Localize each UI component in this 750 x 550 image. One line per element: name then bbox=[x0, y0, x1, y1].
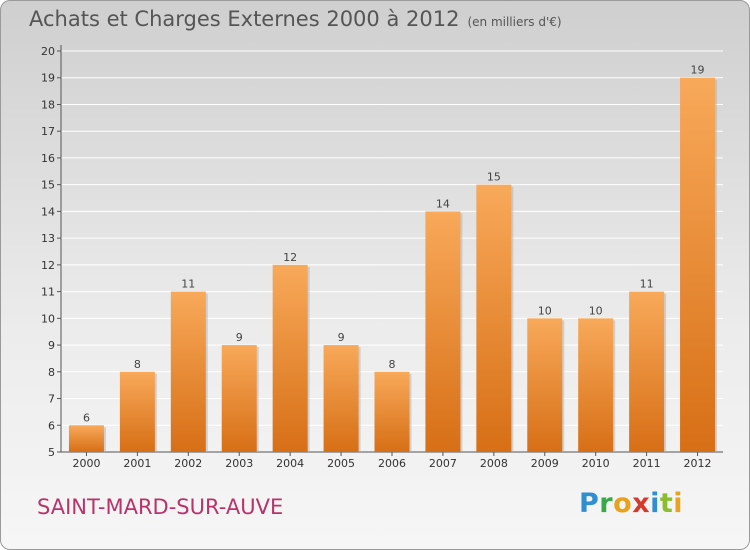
axes: 5 6 7 8 9 10 11 12 13 14 15 16 17 18 19 20 2000 2001 2002 2… bbox=[41, 45, 723, 470]
y-tick-label: 16 bbox=[41, 152, 55, 165]
bar-value-label: 10 bbox=[589, 304, 603, 317]
y-tick-label: 18 bbox=[41, 98, 55, 111]
x-tick-label: 2008 bbox=[480, 457, 508, 470]
bar bbox=[476, 184, 512, 452]
y-tick-label: 7 bbox=[48, 393, 55, 406]
bar-value-label: 10 bbox=[538, 304, 552, 317]
x-tick-label: 2001 bbox=[123, 457, 151, 470]
x-tick-label: 2005 bbox=[327, 457, 355, 470]
x-tick-label: 2012 bbox=[684, 457, 712, 470]
bar-value-label: 8 bbox=[389, 358, 396, 371]
x-tick-label: 2004 bbox=[276, 457, 304, 470]
bar-value-label: 9 bbox=[338, 331, 345, 344]
x-tick-label: 2007 bbox=[429, 457, 457, 470]
y-tick-label: 11 bbox=[41, 286, 55, 299]
logo-letter: r bbox=[599, 488, 614, 519]
y-tick-label: 5 bbox=[48, 446, 55, 459]
bar bbox=[68, 425, 104, 452]
bar bbox=[629, 291, 665, 452]
bar bbox=[323, 345, 359, 452]
bar bbox=[425, 211, 461, 452]
bar bbox=[680, 77, 716, 452]
y-tick-label: 12 bbox=[41, 259, 55, 272]
y-tick-label: 6 bbox=[48, 419, 55, 432]
bar bbox=[578, 318, 614, 452]
bar bbox=[221, 345, 257, 452]
bar bbox=[374, 371, 410, 452]
x-tick-label: 2000 bbox=[72, 457, 100, 470]
bar bbox=[170, 291, 206, 452]
y-tick-label: 9 bbox=[48, 339, 55, 352]
bar-value-label: 6 bbox=[83, 411, 90, 424]
bar-value-label: 11 bbox=[640, 278, 654, 291]
bar-value-label: 19 bbox=[691, 64, 705, 77]
bar bbox=[272, 264, 308, 452]
x-tick-label: 2010 bbox=[582, 457, 610, 470]
chart-title: Achats et Charges Externes 2000 à 2012 (e… bbox=[29, 7, 562, 31]
bar-value-label: 8 bbox=[134, 358, 141, 371]
bar bbox=[119, 371, 155, 452]
bar bbox=[527, 318, 563, 452]
bars: 6 8 11 9 12 9 8 14 15 10 10 11 19 bbox=[68, 64, 718, 452]
x-tick-label: 2006 bbox=[378, 457, 406, 470]
logo-letter: t bbox=[659, 488, 674, 519]
y-tick-label: 19 bbox=[41, 72, 55, 85]
logo-letter: x bbox=[632, 488, 651, 519]
x-tick-label: 2009 bbox=[531, 457, 559, 470]
bar-value-label: 14 bbox=[436, 197, 450, 210]
logo-letter: P bbox=[579, 488, 600, 519]
y-tick-label: 15 bbox=[41, 179, 55, 192]
bar-value-label: 11 bbox=[181, 278, 195, 291]
y-tick-label: 8 bbox=[48, 366, 55, 379]
y-tick-label: 14 bbox=[41, 205, 55, 218]
x-tick-label: 2002 bbox=[174, 457, 202, 470]
proxiti-logo[interactable]: Proxiti bbox=[579, 488, 683, 519]
x-tick-label: 2003 bbox=[225, 457, 253, 470]
logo-letter: o bbox=[613, 488, 633, 519]
y-tick-label: 13 bbox=[41, 232, 55, 245]
y-tick-label: 10 bbox=[41, 312, 55, 325]
chart-title-main: Achats et Charges Externes 2000 à 2012 bbox=[29, 7, 460, 31]
bar-value-label: 9 bbox=[236, 331, 243, 344]
chart-title-unit: (en milliers d'€) bbox=[467, 15, 562, 29]
bar-value-label: 12 bbox=[283, 251, 297, 264]
logo-letter: i bbox=[650, 488, 660, 519]
x-tick-label: 2011 bbox=[633, 457, 661, 470]
y-tick-label: 20 bbox=[41, 45, 55, 58]
bar-value-label: 15 bbox=[487, 171, 501, 184]
y-tick-label: 17 bbox=[41, 125, 55, 138]
town-name: SAINT-MARD-SUR-AUVE bbox=[37, 495, 284, 519]
logo-letter: i bbox=[673, 488, 684, 519]
